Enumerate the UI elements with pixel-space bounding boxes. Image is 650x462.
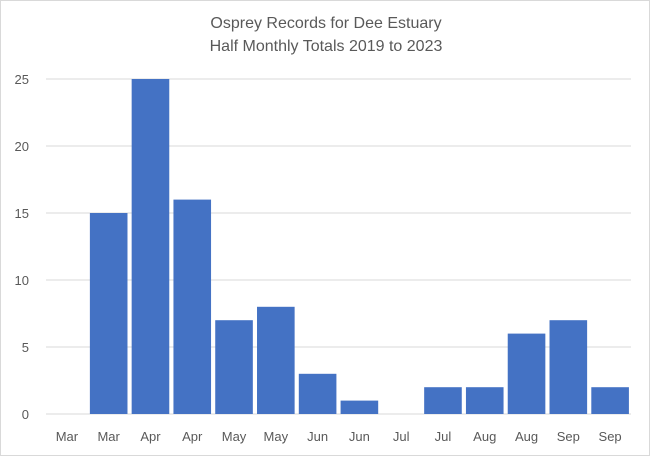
- bar: [298, 373, 337, 414]
- bar: [257, 306, 295, 414]
- bar: [424, 387, 462, 414]
- bar: [215, 320, 253, 414]
- y-tick-label: 10: [15, 273, 29, 288]
- bar: [89, 213, 128, 414]
- x-tick-label: Aug: [473, 429, 496, 444]
- x-tick-label: Mar: [97, 429, 120, 444]
- bars: [89, 79, 629, 414]
- x-tick-label: Mar: [56, 429, 79, 444]
- chart-subtitle: Half Monthly Totals 2019 to 2023: [210, 38, 443, 55]
- bar: [507, 333, 546, 414]
- x-tick-label: Aug: [515, 429, 538, 444]
- x-tick-label: May: [264, 429, 289, 444]
- y-tick-label: 15: [15, 206, 29, 221]
- bar: [340, 400, 379, 414]
- chart-title: Osprey Records for Dee Estuary: [210, 15, 441, 32]
- y-tick-label: 20: [15, 139, 29, 154]
- y-tick-label: 0: [22, 407, 29, 422]
- x-tick-label: Jun: [349, 429, 370, 444]
- bar: [465, 387, 504, 414]
- x-tick-label: Sep: [557, 429, 580, 444]
- y-tick-label: 5: [22, 340, 29, 355]
- x-tick-label: Sep: [599, 429, 622, 444]
- x-tick-label: Jul: [393, 429, 410, 444]
- bar: [173, 199, 212, 414]
- x-tick-label: May: [222, 429, 247, 444]
- bar: [549, 320, 588, 414]
- bar: [131, 79, 170, 414]
- x-tick-label: Apr: [182, 429, 203, 444]
- y-tick-label: 25: [15, 72, 29, 87]
- y-axis-ticks: 0 5 10 15 20 25: [15, 72, 29, 422]
- x-axis-ticks: Mar Mar Apr Apr May May Jun Jun Jul Jul Aug Aug Sep S…: [56, 429, 622, 444]
- bar: [591, 387, 629, 414]
- x-tick-label: Jun: [307, 429, 328, 444]
- x-tick-label: Apr: [140, 429, 161, 444]
- x-tick-label: Jul: [435, 429, 452, 444]
